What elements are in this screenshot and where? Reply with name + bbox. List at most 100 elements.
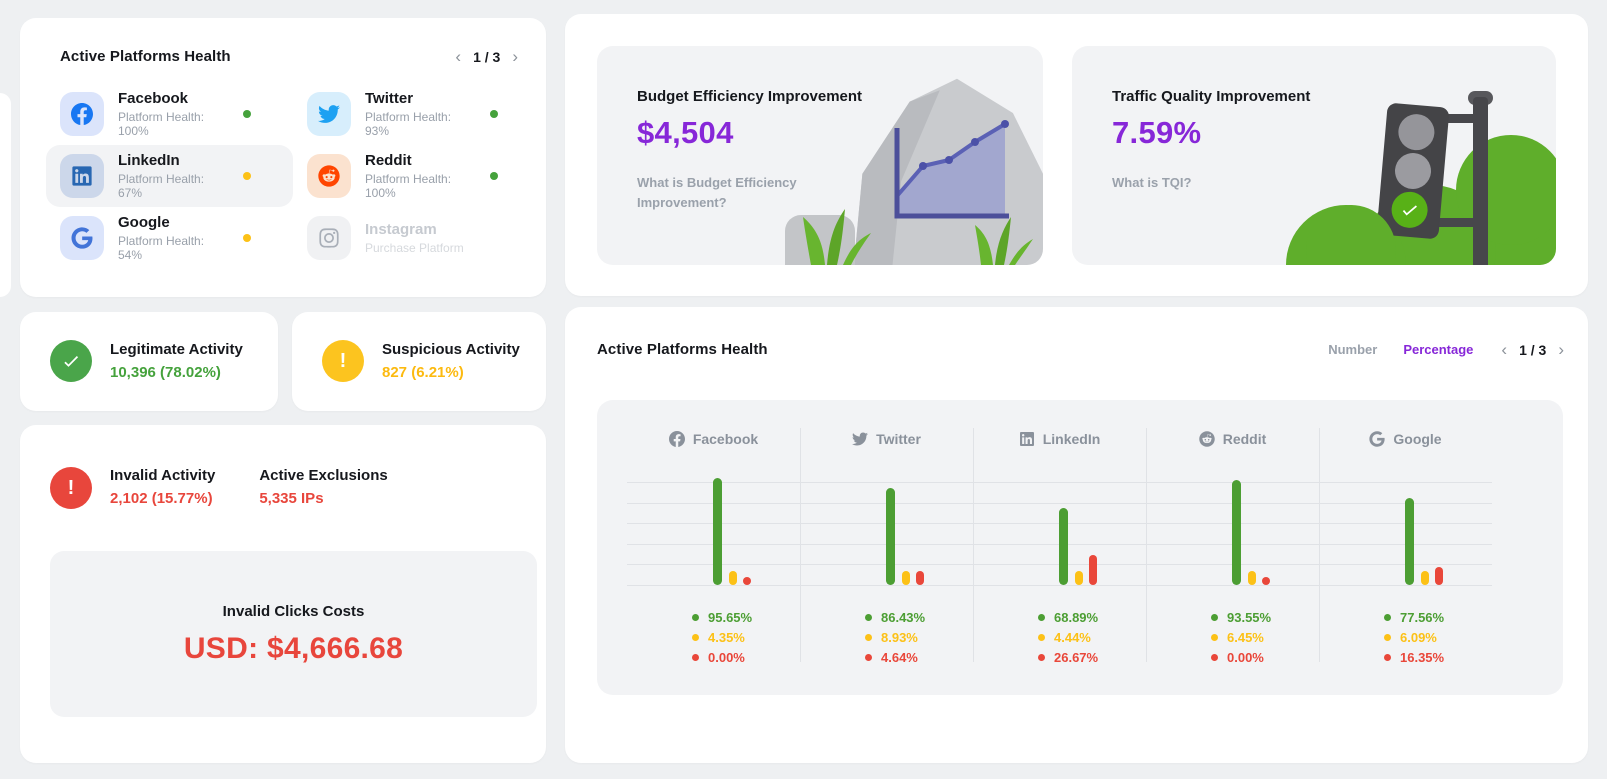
legend-value: 4.35% [708,629,745,645]
chevron-left-icon[interactable]: ‹ [1501,340,1508,359]
invalid-activity-title: Invalid Activity [110,467,216,484]
legitimate-bar [1059,508,1068,585]
status-dot-icon [243,110,251,118]
traffic-light-illustration [1286,46,1556,265]
active-exclusions-title: Active Exclusions [259,467,388,484]
costs-value: USD: $4,666.68 [183,631,404,665]
linkedin-icon [60,154,104,198]
linkedin-icon [1019,431,1035,447]
chart-column-twitter: Twitter 86.43% 8.93% 4.64% [800,400,973,695]
platform-name: LinkedIn [118,152,180,169]
legitimate-bar [1405,498,1414,585]
suspicious-bar [1421,571,1429,585]
traffic-light-housing [1376,102,1450,240]
legend-dot-icon [692,613,699,621]
platform-label: Facebook [692,431,759,447]
chart-column-google: Google 77.56% 6.09% 16.35% [1319,400,1492,695]
twitter-icon [307,92,351,136]
improvements-card: Budget Efficiency Improvement $4,504 Wha… [565,14,1588,296]
legitimate-bar [713,478,722,585]
status-dot-icon [243,172,251,180]
active-platforms-health-card: Active Platforms Health ‹ 1 / 3 › Facebo… [20,18,546,297]
google-icon [60,216,104,260]
platform-tile-twitter[interactable]: Twitter Platform Health: 93% [293,83,540,145]
platform-name: Instagram [365,221,437,238]
pagination-label: 1 / 3 [1519,341,1547,358]
rock-chart-illustration [785,65,1043,265]
invalid-legend-row: 4.64% [865,647,925,667]
legitimate-legend-row: 95.65% [692,607,752,627]
legend-value: 16.35% [1400,649,1445,665]
budget-title: Budget Efficiency Improvement [637,88,863,105]
platform-tile-google[interactable]: Google Platform Health: 54% [46,207,293,269]
suspicious-bar [1075,571,1083,585]
invalid-activity-value: 2,102 (15.77%) [110,490,213,507]
check-circle-icon [50,340,92,382]
toggle-percentage[interactable]: Percentage [1403,342,1474,357]
legend-dot-icon [1211,633,1218,641]
active-exclusions-value: 5,335 IPs [259,490,324,507]
invalid-legend-row: 0.00% [1211,647,1271,667]
legend-dot-icon [865,633,872,641]
stat-title: Legitimate Activity [110,341,243,358]
invalid-bar [916,571,924,585]
suspicious-legend-row: 6.45% [1211,627,1271,647]
platform-label: Twitter [876,431,921,447]
grass-icon [975,217,1033,265]
exclamation-circle-icon: ! [50,467,92,509]
platform-name: Facebook [118,90,189,107]
active-platforms-health-chart-card: Active Platforms Health Number Percentag… [565,307,1588,763]
legitimate-legend-row: 68.89% [1038,607,1098,627]
status-dot-icon [243,234,251,242]
platform-label: LinkedIn [1042,431,1101,447]
tqi-title: Traffic Quality Improvement [1112,88,1311,105]
tqi-what-is-link[interactable]: What is TQI? [1112,175,1192,190]
platform-name: Twitter [365,90,414,107]
platform-label: Google [1393,431,1442,447]
legitimate-bar [1232,480,1241,585]
suspicious-legend-row: 4.44% [1038,627,1098,647]
chevron-left-icon[interactable]: ‹ [455,47,462,66]
invalid-legend-row: 16.35% [1384,647,1444,667]
platform-tile-facebook[interactable]: Facebook Platform Health: 100% [46,83,293,145]
toggle-number[interactable]: Number [1328,342,1378,357]
column-legend: 93.55% 6.45% 0.00% [1211,607,1271,667]
tqi-value: 7.59% [1112,115,1202,150]
stat-value: 827 (6.21%) [382,364,464,381]
chevron-right-icon[interactable]: › [1558,340,1564,359]
legitimate-activity-card: Legitimate Activity 10,396 (78.02%) [20,312,278,411]
status-dot-icon [490,172,498,180]
platform-health-label: Platform Health: 54% [118,234,205,262]
facebook-icon [668,431,685,447]
budget-what-is-link[interactable]: What is Budget Efficiency Improvement? [637,175,797,210]
platforms-grid: Facebook Platform Health: 100% Twitter P… [46,83,520,269]
column-legend: 95.65% 4.35% 0.00% [692,607,752,667]
invalid-bar [1262,577,1270,585]
legend-value: 6.45% [1227,629,1264,645]
reddit-icon [1198,431,1215,447]
legend-value: 6.09% [1400,629,1437,645]
suspicious-activity-card: ! Suspicious Activity 827 (6.21%) [292,312,546,411]
legend-dot-icon [1038,653,1045,661]
legend-dot-icon [1038,613,1045,621]
legend-value: 4.44% [1054,629,1091,645]
invalid-activity-card: ! Invalid Activity 2,102 (15.77%) Active… [20,425,546,763]
platform-label: Reddit [1222,431,1267,447]
platform-name: Reddit [365,152,412,169]
platform-health-label: Purchase Platform [365,241,464,255]
twitter-icon [852,431,869,447]
legend-value: 26.67% [1054,649,1099,665]
legend-value: 4.64% [881,649,918,665]
platform-tile-linkedin[interactable]: LinkedIn Platform Health: 67% [46,145,293,207]
pagination-label: 1 / 3 [473,48,501,65]
chart-pagination: ‹ 1 / 3 › [1499,341,1566,358]
budget-value: $4,504 [637,115,734,150]
suspicious-bar [902,571,910,585]
invalid-clicks-costs-panel: Invalid Clicks Costs USD: $4,666.68 [50,551,537,717]
platform-tile-reddit[interactable]: Reddit Platform Health: 100% [293,145,540,207]
platform-health-label: Platform Health: 93% [365,110,452,138]
chevron-right-icon[interactable]: › [512,47,518,66]
platform-tile-instagram[interactable]: Instagram Purchase Platform [293,207,540,269]
grass-icon [803,209,871,265]
legend-value: 93.55% [1227,609,1272,625]
